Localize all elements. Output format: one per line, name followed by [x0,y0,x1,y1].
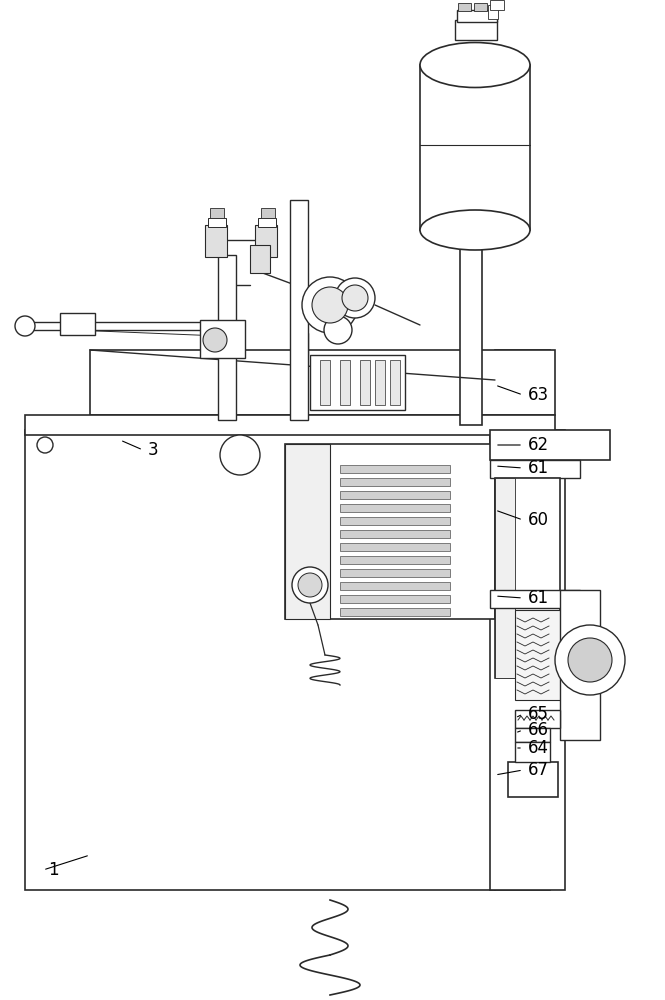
Bar [490,0,504,10]
Text: 61: 61 [528,589,549,607]
Circle shape [324,316,352,344]
Text: 61: 61 [528,459,549,477]
Bar [340,569,450,577]
Bar [290,200,308,420]
Circle shape [335,278,375,318]
Circle shape [555,625,625,695]
Bar [515,710,560,728]
Bar [340,543,450,551]
Text: 67: 67 [528,761,549,779]
Bar [490,590,580,608]
Bar [218,255,236,420]
Bar [375,360,385,405]
Bar [200,320,245,358]
Bar [360,360,370,405]
Bar [515,610,565,700]
Bar [455,20,497,40]
Bar [340,556,450,564]
Text: 66: 66 [528,721,549,739]
Text: 60: 60 [528,511,549,529]
Bar [495,478,560,678]
Circle shape [203,328,227,352]
Bar [210,208,224,218]
Bar [458,3,471,11]
Bar [490,460,580,478]
Bar [515,728,550,742]
Bar [560,590,600,740]
Bar [340,582,450,590]
Bar [340,491,450,499]
Bar [205,225,227,257]
Bar [285,444,495,619]
Bar [495,350,550,890]
Bar [25,430,495,890]
Circle shape [342,285,368,311]
Circle shape [220,435,260,475]
Text: 65: 65 [528,705,549,723]
Bar [60,313,95,335]
Bar [515,742,550,762]
Bar [258,218,276,227]
Bar [255,225,277,257]
Text: 64: 64 [528,739,549,757]
Bar [340,608,450,616]
Bar [452,225,490,235]
Bar [474,3,487,11]
Bar [25,415,555,435]
Bar [457,10,497,22]
Circle shape [302,277,358,333]
Bar [340,517,450,525]
Bar [340,504,450,512]
Bar [25,322,220,330]
Text: 1: 1 [48,861,59,879]
Text: 62: 62 [528,436,549,454]
Text: 63: 63 [528,386,549,404]
Bar [340,530,450,538]
Circle shape [37,437,53,453]
Text: 3: 3 [148,441,159,459]
Bar [285,444,330,619]
Bar [310,355,405,410]
Bar [261,208,275,218]
Bar [340,478,450,486]
Bar [390,360,400,405]
Bar [488,5,498,19]
Bar [490,430,565,890]
Circle shape [312,287,348,323]
Bar [250,245,270,273]
Bar [490,430,610,460]
Circle shape [15,316,35,336]
Bar [320,360,330,405]
Circle shape [568,638,612,682]
Bar [495,478,515,678]
Ellipse shape [420,42,530,88]
Bar [508,762,558,797]
Bar [90,350,555,415]
Ellipse shape [420,210,530,250]
Bar [340,360,350,405]
Bar [460,230,482,425]
Bar [340,595,450,603]
Circle shape [298,573,322,597]
Bar [208,218,226,227]
Bar [340,465,450,473]
Circle shape [292,567,328,603]
Bar [420,65,530,230]
